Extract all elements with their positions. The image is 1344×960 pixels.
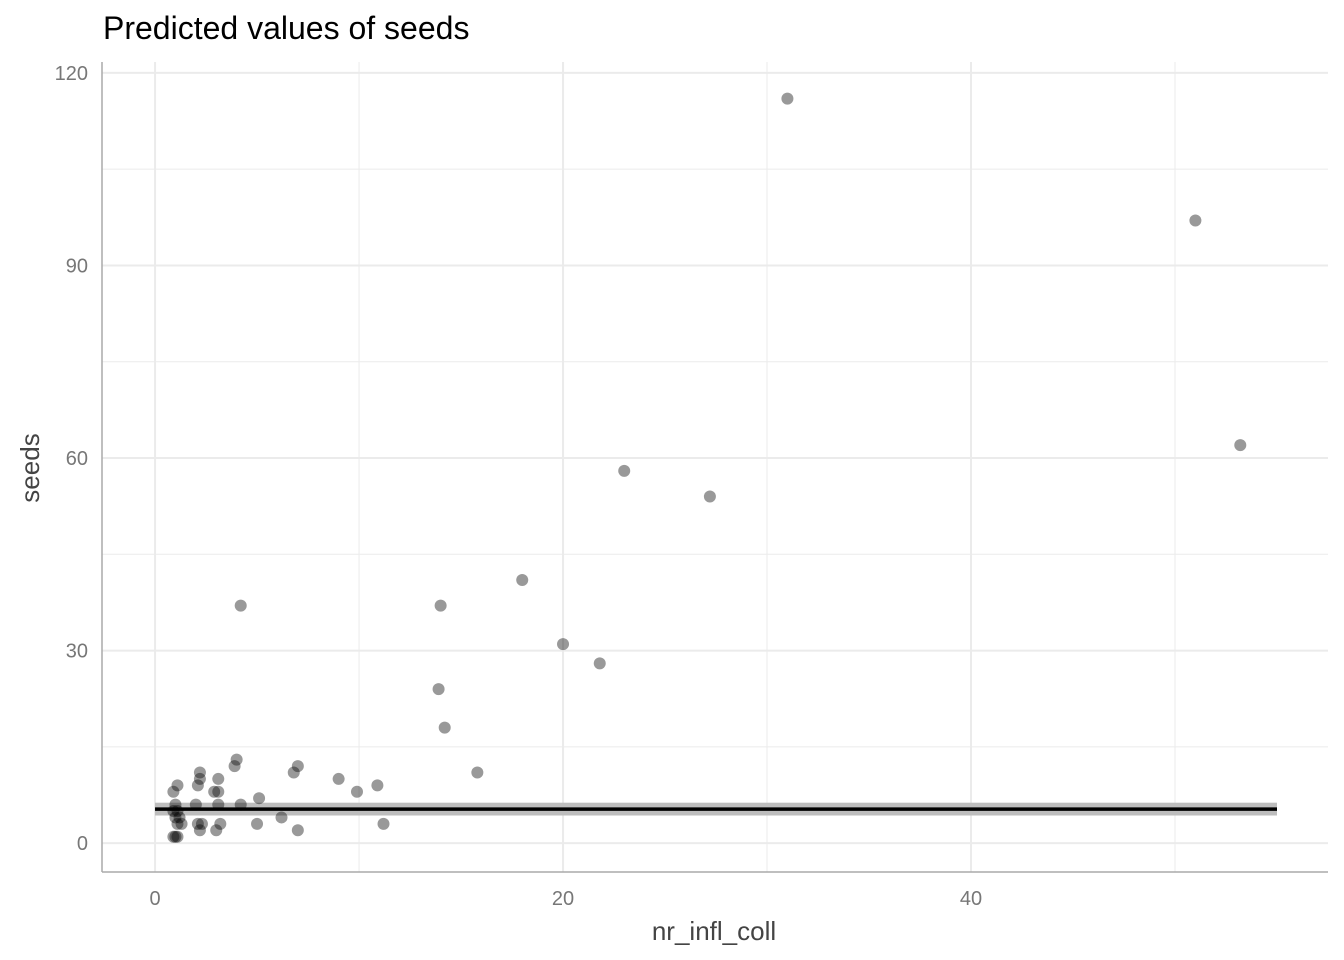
data-points bbox=[167, 92, 1247, 843]
data-point bbox=[169, 798, 182, 811]
data-point bbox=[234, 798, 247, 811]
data-point bbox=[193, 772, 206, 785]
data-point bbox=[377, 817, 390, 830]
data-point bbox=[189, 798, 202, 811]
data-point bbox=[212, 785, 225, 798]
data-point bbox=[332, 772, 345, 785]
data-point bbox=[171, 779, 184, 792]
data-point bbox=[287, 766, 300, 779]
y-tick-label: 60 bbox=[66, 448, 88, 470]
y-tick-label: 90 bbox=[66, 255, 88, 277]
major-gridlines bbox=[102, 62, 1328, 872]
data-point bbox=[167, 830, 180, 843]
data-point bbox=[1234, 439, 1247, 452]
chart-title: Predicted values of seeds bbox=[103, 10, 470, 46]
data-point bbox=[167, 805, 180, 818]
y-tick-label: 0 bbox=[77, 833, 88, 855]
data-point bbox=[434, 599, 447, 612]
data-point bbox=[210, 824, 223, 837]
data-point bbox=[350, 785, 363, 798]
data-point bbox=[251, 817, 264, 830]
data-point bbox=[432, 683, 445, 696]
data-point bbox=[593, 657, 606, 670]
data-point bbox=[703, 490, 716, 503]
data-point bbox=[214, 817, 227, 830]
data-point bbox=[291, 824, 304, 837]
x-tick-label: 40 bbox=[960, 888, 982, 910]
y-tick-label: 30 bbox=[66, 641, 88, 663]
data-point bbox=[371, 779, 384, 792]
data-point bbox=[253, 792, 266, 805]
data-point bbox=[781, 92, 794, 105]
data-point bbox=[516, 573, 529, 586]
x-tick-label: 20 bbox=[552, 888, 574, 910]
data-point bbox=[471, 766, 484, 779]
data-point bbox=[171, 830, 184, 843]
data-point bbox=[171, 805, 184, 818]
y-axis-title: seeds bbox=[15, 433, 45, 502]
data-point bbox=[193, 766, 206, 779]
data-point bbox=[169, 830, 182, 843]
data-point bbox=[212, 772, 225, 785]
data-point bbox=[167, 785, 180, 798]
data-point bbox=[291, 760, 304, 773]
data-point bbox=[195, 817, 208, 830]
data-point bbox=[175, 817, 188, 830]
data-point bbox=[438, 721, 451, 734]
data-point bbox=[275, 811, 288, 824]
data-point bbox=[212, 798, 225, 811]
axes bbox=[101, 62, 1328, 873]
data-point bbox=[171, 817, 184, 830]
data-point bbox=[169, 811, 182, 824]
data-point bbox=[193, 824, 206, 837]
x-axis-title: nr_infl_coll bbox=[652, 916, 776, 946]
data-point bbox=[191, 779, 204, 792]
data-point bbox=[191, 817, 204, 830]
data-point bbox=[557, 638, 570, 651]
data-point bbox=[230, 753, 243, 766]
minor-gridlines bbox=[102, 62, 1328, 872]
y-tick-label: 120 bbox=[55, 63, 88, 85]
data-point bbox=[234, 599, 247, 612]
x-tick-label: 0 bbox=[149, 888, 160, 910]
data-point bbox=[228, 760, 241, 773]
tick-labels: 0 20 40 0 30 60 90 120 bbox=[55, 63, 983, 910]
data-point bbox=[618, 464, 631, 477]
data-point bbox=[173, 811, 186, 824]
data-point bbox=[1189, 214, 1202, 227]
data-point bbox=[208, 785, 221, 798]
